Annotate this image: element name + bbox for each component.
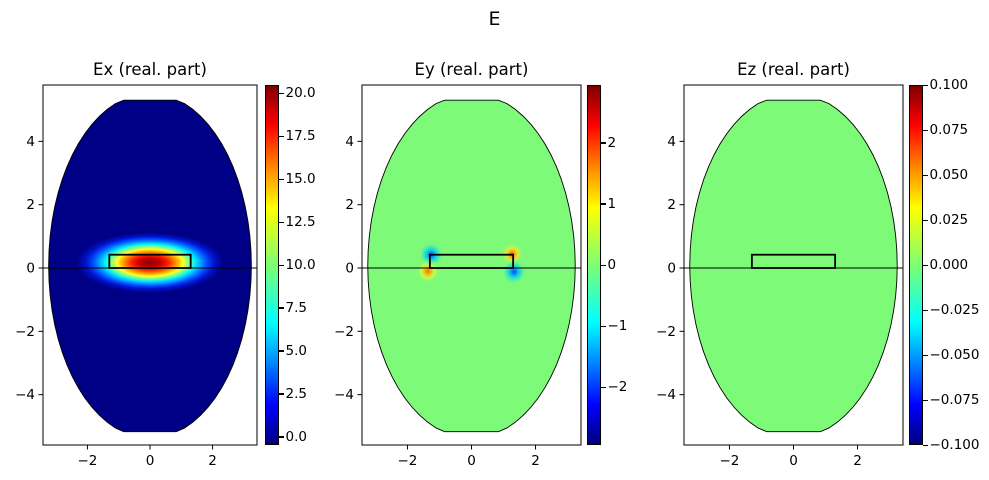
waveguide-core-outline <box>750 253 837 269</box>
heatmap-ex: −2 0 2 4 2 0 −2 −4 <box>15 84 258 469</box>
x-tick-label: 2 <box>208 453 217 469</box>
colorbar-tick-label: 17.5 <box>285 128 316 145</box>
waveguide-core-outline <box>428 253 515 269</box>
x-tick-label: 0 <box>467 453 476 469</box>
heatmap-ez: −2 0 2 4 2 0 −2 −4 <box>656 84 904 469</box>
y-tick-label: −4 <box>334 387 354 403</box>
y-tick-label: 0 <box>26 261 35 277</box>
colorbar-ex <box>265 85 279 445</box>
colorbar-tick-label: 0.0 <box>285 428 307 445</box>
x-tick-label: 0 <box>789 453 798 469</box>
y-tick-label: −2 <box>334 324 354 340</box>
y-tick-label: 2 <box>26 197 35 213</box>
colorbar-tick-mark <box>279 307 284 309</box>
x-tick-label: −2 <box>77 453 97 469</box>
y-tick-label: 0 <box>667 261 676 277</box>
colorbar-tick-label: 10.0 <box>285 257 316 273</box>
colorbar-tick-mark <box>601 203 606 205</box>
colorbar-tick-mark <box>279 221 284 223</box>
panel-title-ex: Ex (real. part) <box>93 60 207 79</box>
x-tick-label: 2 <box>531 453 540 469</box>
colorbar-tick-mark <box>601 386 606 388</box>
colorbar-tick-mark <box>923 264 928 266</box>
colorbar-tick-mark <box>279 436 284 438</box>
colorbar-tick-mark <box>923 354 928 356</box>
colorbar-tick-mark <box>279 264 284 266</box>
y-tick-label: 0 <box>345 261 354 277</box>
panel-title-ez: Ez (real. part) <box>737 60 850 79</box>
colorbar-tick-mark <box>279 393 284 395</box>
colorbar-tick-mark <box>923 219 928 221</box>
ey-corner-lobe <box>414 257 442 285</box>
x-tick-label: −2 <box>398 453 418 469</box>
panel-title-ey: Ey (real. part) <box>414 60 529 79</box>
colorbar-tick-label: −0.050 <box>929 347 980 363</box>
y-tick-label: 2 <box>345 197 354 213</box>
y-tick-label: −4 <box>15 387 35 403</box>
y-tick-label: 4 <box>26 134 35 150</box>
colorbar-tick-mark <box>279 135 284 137</box>
y-tick-label: 4 <box>667 134 676 150</box>
waveguide-core-outline <box>108 253 192 269</box>
heatmap-ey: −2 0 2 4 2 0 −2 −4 <box>334 84 582 469</box>
colorbar-tick-label: 15.0 <box>285 171 316 188</box>
figure-suptitle: E <box>488 8 501 30</box>
y-tick-label: −4 <box>656 387 676 403</box>
colorbar-ey <box>587 85 601 445</box>
colorbar-tick-mark <box>279 178 284 180</box>
colorbar-tick-label: 0.075 <box>929 122 969 138</box>
colorbar-tick-mark <box>923 399 928 401</box>
ex-mode-hotspot <box>76 232 224 293</box>
colorbar-ez <box>909 85 923 445</box>
colorbar-tick-label: 2 <box>607 134 617 151</box>
mesh-domain-boundary <box>689 99 898 433</box>
y-tick-label: −2 <box>656 324 676 340</box>
colorbar-tick-label: 20.0 <box>285 85 316 102</box>
colorbar-tick-label: 0 <box>607 257 617 273</box>
x-tick-label: 0 <box>146 453 155 469</box>
x-tick-label: 2 <box>853 453 862 469</box>
colorbar-tick-label: −2 <box>607 379 628 396</box>
colorbar-tick-mark <box>279 350 284 352</box>
y-tick-label: 2 <box>667 197 676 213</box>
colorbar-tick-mark <box>923 444 928 446</box>
ey-corner-lobe <box>499 257 529 287</box>
y-tick-label: −2 <box>15 324 35 340</box>
colorbar-tick-label: 0.000 <box>929 257 969 273</box>
y-tick-label: 4 <box>345 134 354 150</box>
colorbar-tick-label: −0.025 <box>929 302 980 318</box>
x-tick-label: −2 <box>720 453 740 469</box>
colorbar-tick-mark <box>923 129 928 131</box>
colorbar-tick-label: 12.5 <box>285 214 316 231</box>
colorbar-tick-mark <box>601 264 606 266</box>
colorbar-tick-mark <box>923 84 928 86</box>
mesh-domain-boundary <box>367 99 576 433</box>
colorbar-tick-label: −0.075 <box>929 392 980 408</box>
colorbar-tick-label: 0.025 <box>929 212 969 228</box>
colorbar-tick-mark <box>279 92 284 94</box>
colorbar-tick-mark <box>923 174 928 176</box>
colorbar-tick-label: 5.0 <box>285 342 307 359</box>
colorbar-tick-label: 0.050 <box>929 167 969 183</box>
colorbar-tick-label: −1 <box>607 318 628 335</box>
colorbar-tick-mark <box>923 309 928 311</box>
colorbar-tick-label: −0.100 <box>929 437 980 453</box>
colorbar-tick-mark <box>601 325 606 327</box>
colorbar-tick-label: 1 <box>607 195 617 212</box>
colorbar-tick-label: 0.100 <box>929 77 969 93</box>
colorbar-tick-label: 7.5 <box>285 299 307 316</box>
colorbar-tick-label: 2.5 <box>285 385 307 402</box>
colorbar-tick-mark <box>601 142 606 144</box>
